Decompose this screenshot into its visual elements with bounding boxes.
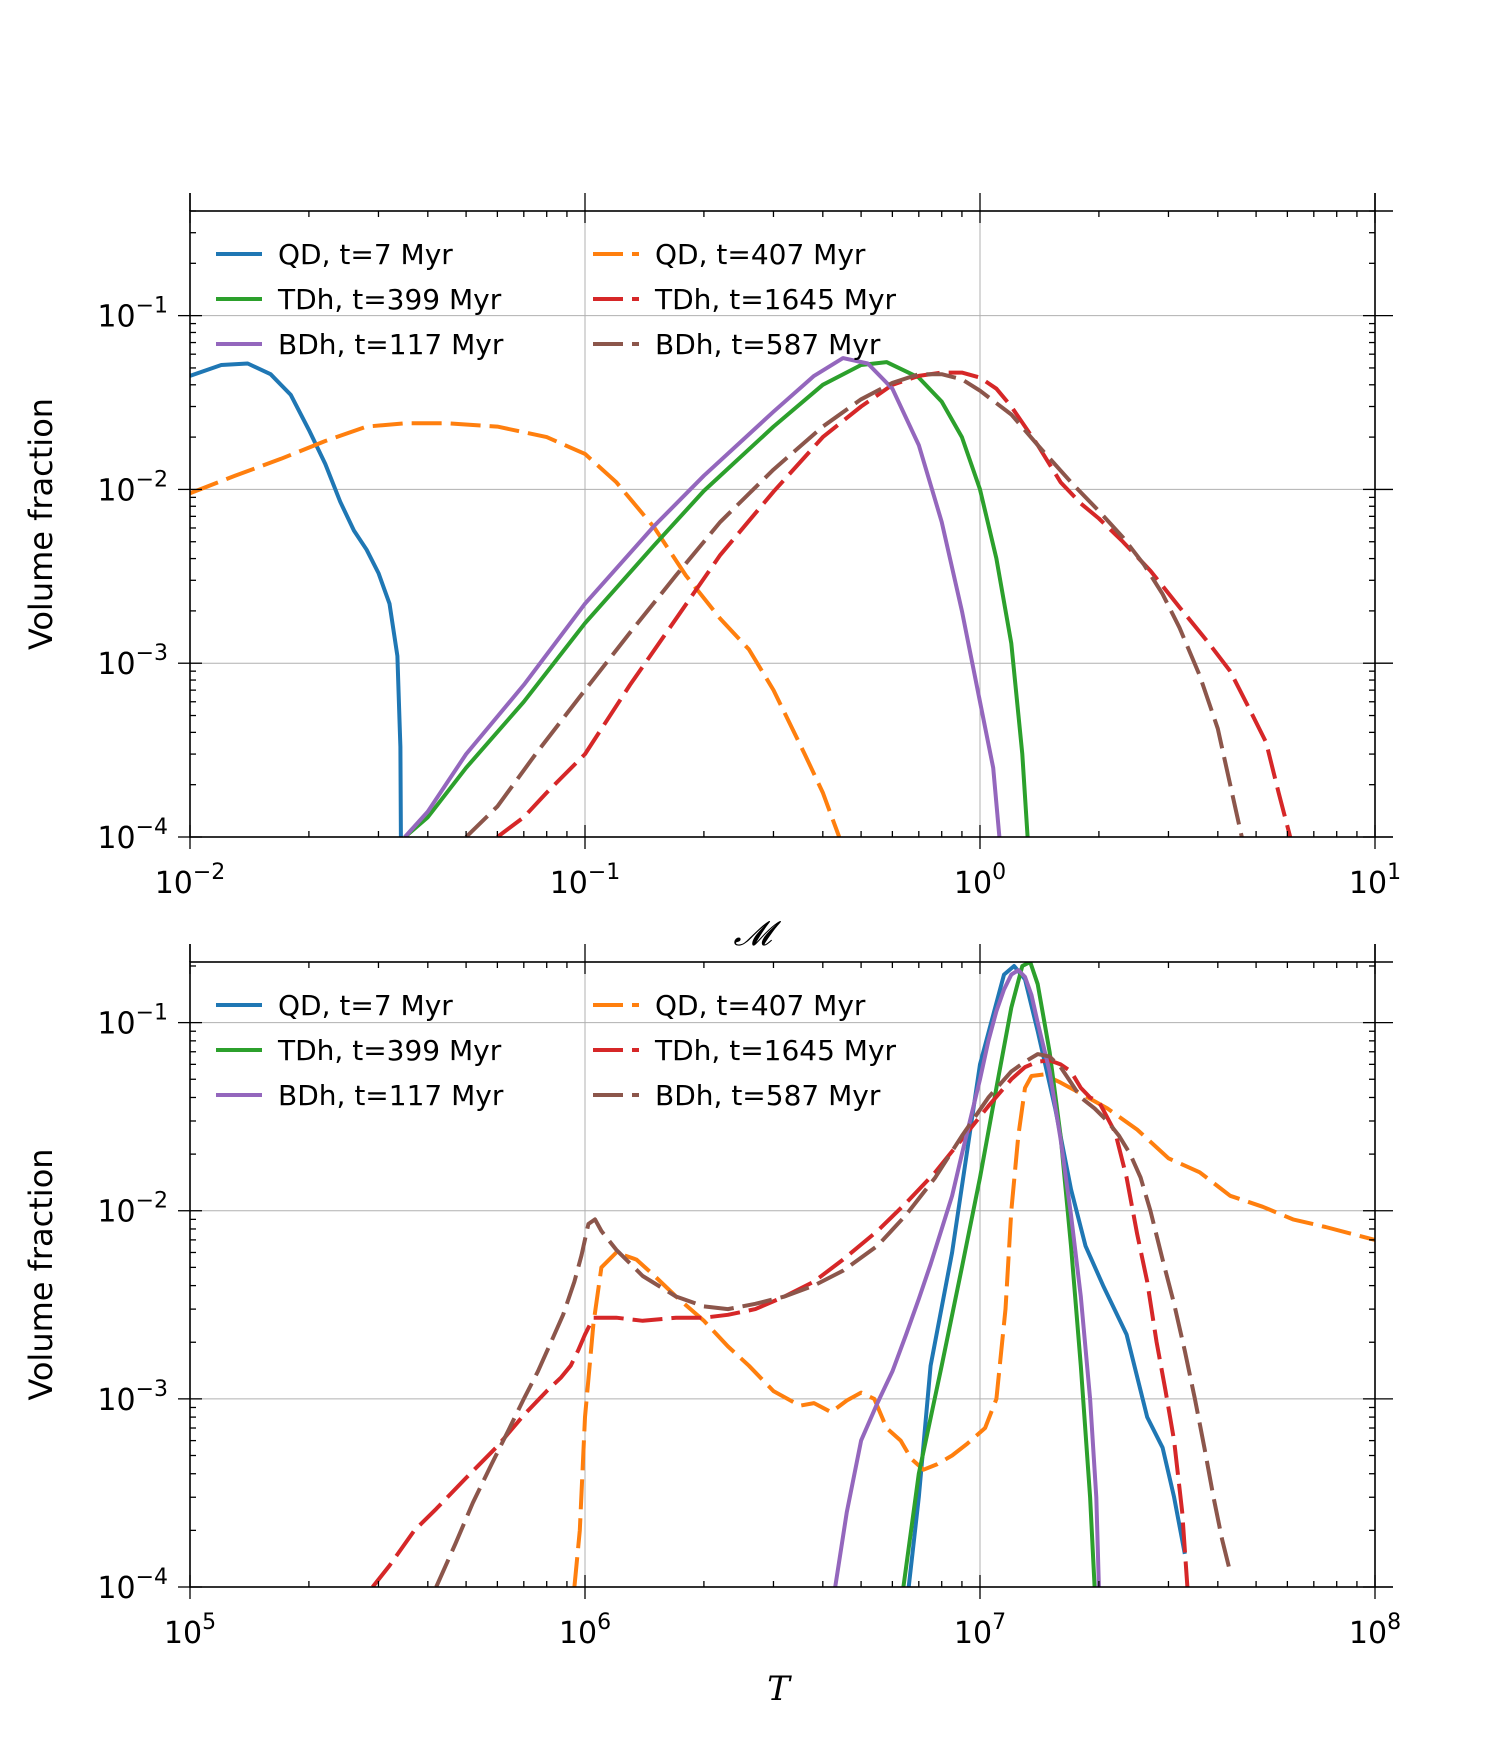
x-tick-label: 100 [954, 860, 1006, 901]
legend-entry-label: BDh, t=587 Myr [655, 328, 881, 361]
y-tick-label: 10−2 [97, 467, 168, 508]
series-line-qd-t-7-myr [906, 964, 1187, 1587]
x-tick-label: 108 [1349, 1610, 1401, 1651]
y-tick-label: 10−4 [97, 815, 168, 856]
tick-labels: 105 106 107 108 10−4 10−3 10−2 10−1 [97, 1001, 1401, 1651]
series-line-bdh-t-117-myr [403, 356, 1002, 837]
legend-entry-label: QD, t=407 Myr [655, 238, 866, 271]
series-line-bdh-t-117-myr [833, 968, 1101, 1587]
bottom-panel-temperature: 105 106 107 108 10−4 10−3 10−2 10−1 Volume fract… [22, 944, 1401, 1709]
y-axis-label: Volume fraction [22, 398, 60, 650]
legend: QD, t=7 Myr TDh, t=399 Myr BDh, t=117 Myr Q… [216, 989, 897, 1112]
x-tick-label: 106 [559, 1610, 611, 1651]
axis-ticks [178, 944, 1393, 1599]
y-tick-label: 10−4 [97, 1565, 168, 1606]
series-line-bdh-t-587-myr [464, 372, 1244, 837]
legend-entry-label: TDh, t=399 Myr [277, 283, 502, 316]
top-panel-mach-number: 10−2 10−1 100 101 10−4 10−3 10−2 10−1 Volume fra… [22, 193, 1401, 954]
grid-lines [190, 211, 1375, 837]
legend-entry-label: BDh, t=117 Myr [278, 1079, 504, 1112]
legend: QD, t=7 Myr TDh, t=399 Myr BDh, t=117 Myr Q… [216, 238, 897, 361]
legend-entry-label: QD, t=407 Myr [655, 989, 866, 1022]
legend-entry-label: QD, t=7 Myr [278, 989, 453, 1022]
x-tick-label: 105 [164, 1610, 216, 1651]
legend-entry-label: TDh, t=399 Myr [277, 1034, 502, 1067]
series-line-qd-t-407-myr [190, 421, 842, 837]
y-tick-label: 10−1 [97, 1001, 168, 1042]
series-line-qd-t-7-myr [190, 361, 403, 837]
series-line-qd-t-407-myr [572, 1072, 1375, 1587]
legend-entry-label: BDh, t=117 Myr [278, 328, 504, 361]
axes-frame [189, 210, 1376, 838]
tick-labels: 10−2 10−1 100 101 10−4 10−3 10−2 10−1 [97, 294, 1401, 901]
y-tick-label: 10−3 [97, 641, 168, 682]
y-tick-label: 10−1 [97, 294, 168, 335]
y-tick-label: 10−3 [97, 1377, 168, 1418]
axis-ticks [178, 193, 1393, 849]
y-axis-label: Volume fraction [22, 1148, 60, 1400]
legend-entry-label: TDh, t=1645 Myr [654, 283, 897, 316]
x-tick-label: 10−1 [550, 860, 621, 901]
x-tick-label: 101 [1349, 860, 1401, 901]
y-tick-label: 10−2 [97, 1189, 168, 1230]
series-lines [190, 356, 1293, 837]
series-line-tdh-t-399-myr [403, 360, 1030, 837]
series-line-tdh-t-1645-myr [496, 370, 1293, 837]
series-line-tdh-t-1645-myr [371, 1058, 1190, 1587]
axes-frame [189, 961, 1376, 1588]
series-line-bdh-t-587-myr [434, 1052, 1233, 1587]
series-line-tdh-t-399-myr [901, 962, 1097, 1587]
legend-entry-label: QD, t=7 Myr [278, 238, 453, 271]
x-axis-label: T [767, 1669, 792, 1709]
legend-entry-label: TDh, t=1645 Myr [654, 1034, 897, 1067]
x-tick-label: 10−2 [155, 860, 226, 901]
series-lines [371, 962, 1375, 1587]
legend-entry-label: BDh, t=587 Myr [655, 1079, 881, 1112]
x-tick-label: 107 [954, 1610, 1006, 1651]
